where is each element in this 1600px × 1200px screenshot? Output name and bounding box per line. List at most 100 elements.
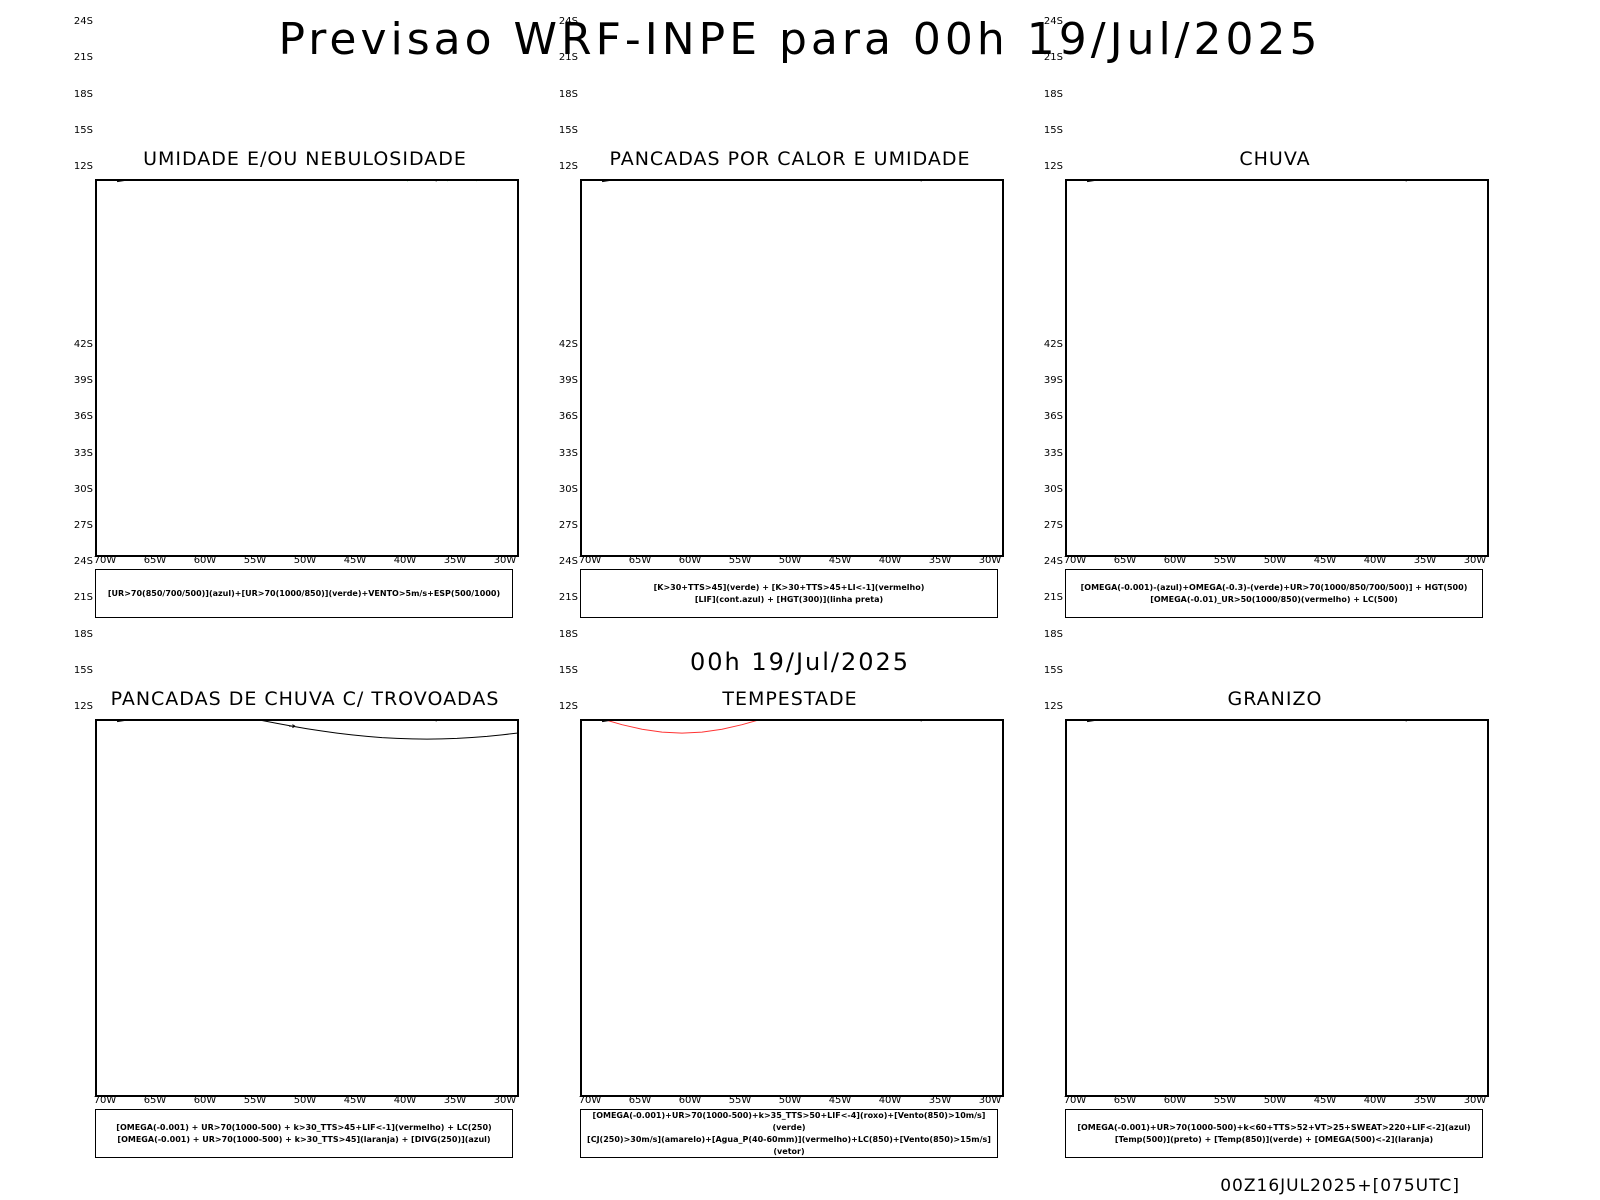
lon-tick-label: 55W <box>728 1095 752 1106</box>
lon-tick-label: 35W <box>928 1095 952 1106</box>
lat-tick-label: 39S <box>73 375 93 387</box>
panel-title: GRANIZO <box>1227 688 1323 710</box>
legend-line: [UR>70(850/700/500)](azul)+[UR>70(1000/8… <box>107 588 501 598</box>
lat-tick-label: 33S <box>73 447 93 459</box>
lon-tick-label: 50W <box>293 1095 317 1106</box>
lat-tick-label: 18S <box>1043 88 1063 100</box>
lat-tick-label: 12S <box>73 160 93 172</box>
lon-tick-label: 30W <box>493 1095 517 1106</box>
lon-tick-label: 55W <box>243 555 267 566</box>
lon-tick-label: 30W <box>493 555 517 566</box>
lon-tick-label: 65W <box>1113 1095 1137 1106</box>
panel-legend: [OMEGA(-0.001)+UR>70(1000-500)+k>35_TTS>… <box>580 1109 998 1158</box>
lon-tick-label: 65W <box>628 555 652 566</box>
lon-tick-label: 30W <box>1463 1095 1487 1106</box>
lat-tick-label: 24S <box>558 556 578 568</box>
legend-line: [OMEGA(-0.01)_UR>50(1000/850)(vermelho) … <box>1150 594 1398 604</box>
lon-tick-label: 60W <box>193 1095 217 1106</box>
lat-tick-label: 21S <box>73 592 93 604</box>
panel-legend: [UR>70(850/700/500)](azul)+[UR>70(1000/8… <box>95 569 513 618</box>
lat-tick-label: 42S <box>558 339 578 350</box>
lat-tick-label: 24S <box>73 16 93 28</box>
lat-tick-label: 42S <box>73 339 93 350</box>
lat-tick-label: 27S <box>1043 519 1063 531</box>
lon-tick-label: 40W <box>1363 555 1387 566</box>
lon-tick-label: 50W <box>1263 1095 1287 1106</box>
lat-tick-label: 18S <box>73 628 93 640</box>
map-svg <box>602 721 922 734</box>
lat-tick-label: 12S <box>1043 160 1063 172</box>
lat-tick-label: 30S <box>73 483 93 495</box>
lon-tick-label: 60W <box>678 555 702 566</box>
legend-line: [Temp(500)](preto) + [Temp(850)](verde) … <box>1114 1134 1434 1144</box>
lat-tick-label: 24S <box>558 16 578 28</box>
lon-tick-label: 45W <box>1313 1095 1337 1106</box>
legend-line: [OMEGA(-0.001) + UR>70(1000-500) + k>30_… <box>117 1134 491 1144</box>
lon-tick-label: 30W <box>978 555 1002 566</box>
lon-tick-label: 70W <box>578 1095 602 1106</box>
panel-umidade: UMIDADE E/OU NEBULOSIDADE 102010161020102… <box>60 16 550 648</box>
lat-tick-label: 15S <box>558 124 578 136</box>
streamline-850 <box>607 721 757 734</box>
lon-tick-label: 45W <box>828 555 852 566</box>
map-svg: 9520960096009440952096009520944094409440… <box>602 181 922 183</box>
lon-tick-label: 65W <box>143 1095 167 1106</box>
lon-tick-label: 45W <box>343 1095 367 1106</box>
lon-tick-label: 70W <box>93 555 117 566</box>
lon-tick-label: 40W <box>1363 1095 1387 1106</box>
lon-tick-label: 60W <box>1163 555 1187 566</box>
map-svg: 5855825795765735705675645615855795765735… <box>1087 181 1407 183</box>
panel-legend: [OMEGA(-0.001) + UR>70(1000-500) + k>30_… <box>95 1109 513 1158</box>
lat-tick-label: 24S <box>73 556 93 568</box>
lat-tick-label: 12S <box>1043 700 1063 712</box>
lat-tick-label: 12S <box>73 700 93 712</box>
lat-tick-label: 24S <box>1043 16 1063 28</box>
lon-tick-label: 30W <box>978 1095 1002 1106</box>
panel-legend: [OMEGA(-0.001)+UR>70(1000-500)+k<60+TTS>… <box>1065 1109 1483 1158</box>
lat-tick-label: 39S <box>558 375 578 387</box>
map-frame: 1020101610201024102010201012101610201024… <box>95 179 519 557</box>
lat-tick-label: 27S <box>73 519 93 531</box>
legend-line: [OMEGA(-0.001) + UR>70(1000-500) + k>30_… <box>116 1122 492 1132</box>
lat-tick-label: 27S <box>558 519 578 531</box>
map-svg <box>117 721 517 740</box>
lat-tick-label: 21S <box>73 52 93 64</box>
panel-title: UMIDADE E/OU NEBULOSIDADE <box>143 148 467 170</box>
lat-tick-label: 30S <box>558 483 578 495</box>
map-frame: -15-12-15-18151215181215 <box>1065 719 1489 1097</box>
lon-tick-label: 60W <box>1163 1095 1187 1106</box>
lat-tick-label: 36S <box>558 411 578 423</box>
legend-line: [OMEGA(-0.001)-(azul)+OMEGA(-0.3)-(verde… <box>1080 582 1468 592</box>
lat-tick-label: 24S <box>1043 556 1063 568</box>
lon-tick-label: 60W <box>678 1095 702 1106</box>
lon-tick-label: 35W <box>928 555 952 566</box>
lon-tick-label: 35W <box>1413 555 1437 566</box>
lat-tick-label: 33S <box>558 447 578 459</box>
lon-tick-label: 35W <box>443 1095 467 1106</box>
map-svg: 1020101610201024102010201012101610201024… <box>117 181 477 183</box>
panel-granizo: GRANIZO -15-12-15-18151215181215 12S 15S 18S… <box>1030 339 1520 1188</box>
lon-tick-label: 45W <box>828 1095 852 1106</box>
run-timestamp: 00Z16JUL2025+[075UTC] <box>1220 1176 1460 1196</box>
lon-tick-label: 65W <box>1113 555 1137 566</box>
lon-tick-label: 70W <box>1063 1095 1087 1106</box>
lon-tick-label: 70W <box>578 555 602 566</box>
map-frame <box>580 719 1004 1097</box>
lat-tick-label: 12S <box>558 700 578 712</box>
lat-tick-label: 18S <box>73 88 93 100</box>
lon-tick-label: 35W <box>1413 1095 1437 1106</box>
lon-tick-label: 55W <box>243 1095 267 1106</box>
lon-tick-label: 50W <box>1263 555 1287 566</box>
lat-tick-label: 18S <box>558 628 578 640</box>
lat-tick-label: 36S <box>73 411 93 423</box>
lat-tick-label: 21S <box>1043 52 1063 64</box>
panel-title: CHUVA <box>1239 148 1311 170</box>
lat-tick-label: 15S <box>558 664 578 676</box>
lat-tick-label: 15S <box>73 664 93 676</box>
panel-legend: [K>30+TTS>45](verde) + [K>30+TTS>45+LI<-… <box>580 569 998 618</box>
panel-title: PANCADAS DE CHUVA C/ TROVOADAS <box>110 688 500 710</box>
legend-line: [OMEGA(-0.001)+UR>70(1000-500)+k<60+TTS>… <box>1077 1122 1471 1132</box>
lat-tick-label: 39S <box>1043 375 1063 387</box>
panel-chuva: CHUVA 58558257957657357056756456158557957… <box>1030 16 1520 648</box>
lon-tick-label: 55W <box>728 555 752 566</box>
